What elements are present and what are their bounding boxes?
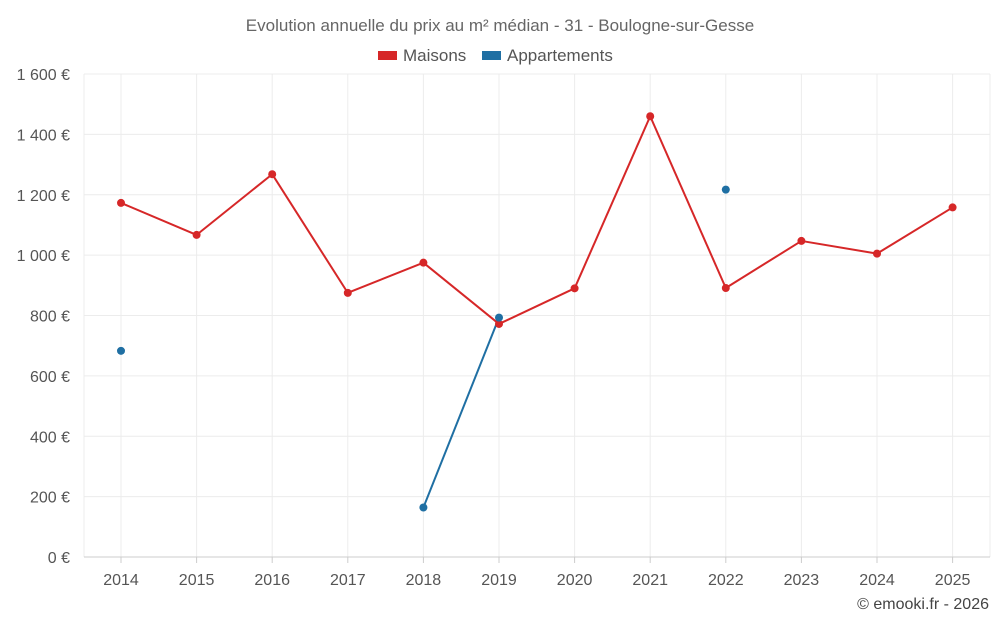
legend-label-appartements[interactable]: Appartements bbox=[507, 46, 613, 65]
x-tick-label: 2018 bbox=[406, 572, 442, 589]
data-point-maisons[interactable] bbox=[797, 236, 806, 245]
x-tick-label: 2017 bbox=[330, 572, 366, 589]
legend-swatch-appartements bbox=[482, 51, 501, 60]
x-tick-label: 2024 bbox=[859, 572, 895, 589]
data-point-maisons[interactable] bbox=[117, 198, 125, 207]
data-point-maisons[interactable] bbox=[721, 284, 730, 293]
y-axis-ticks: 0 € 200 € 400 € 600 € 800 € 1 000 € 1 200 € 1 4… bbox=[17, 67, 70, 567]
series-points bbox=[117, 112, 957, 512]
data-point-maisons[interactable] bbox=[419, 258, 428, 267]
series-line-maisons bbox=[649, 115, 727, 289]
series-line-maisons bbox=[195, 173, 273, 236]
y-tick-label: 200 € bbox=[30, 490, 70, 507]
series-line-maisons bbox=[573, 115, 652, 289]
data-point-appartements[interactable] bbox=[495, 313, 503, 322]
x-tick-label: 2020 bbox=[557, 572, 593, 589]
data-point-appartements[interactable] bbox=[117, 346, 125, 355]
x-axis-ticks: 2014 2015 2016 2017 2018 2019 2020 2021 2022 2023… bbox=[103, 557, 970, 589]
y-tick-label: 0 € bbox=[48, 550, 70, 567]
series-line-maisons bbox=[801, 239, 878, 255]
y-tick-label: 400 € bbox=[30, 429, 70, 446]
data-point-maisons[interactable] bbox=[948, 203, 957, 212]
y-tick-label: 1 400 € bbox=[17, 127, 70, 144]
legend-label-maisons[interactable]: Maisons bbox=[403, 46, 466, 65]
data-point-maisons[interactable] bbox=[192, 230, 201, 239]
y-tick-label: 600 € bbox=[30, 369, 70, 386]
legend[interactable]: Maisons Appartements bbox=[378, 46, 613, 65]
x-tick-label: 2015 bbox=[179, 572, 215, 589]
y-tick-label: 1 600 € bbox=[17, 67, 70, 84]
data-point-appartements[interactable] bbox=[721, 185, 730, 194]
data-point-appartements[interactable] bbox=[419, 503, 428, 512]
x-tick-label: 2016 bbox=[254, 572, 290, 589]
data-point-maisons[interactable] bbox=[646, 112, 655, 121]
credit-text: © emooki.fr - 2026 bbox=[857, 596, 989, 613]
x-tick-label: 2025 bbox=[935, 572, 971, 589]
vertical-gridlines bbox=[83, 74, 991, 557]
series-line-maisons bbox=[422, 261, 500, 325]
data-point-maisons[interactable] bbox=[495, 319, 503, 328]
series-line-appartements bbox=[422, 317, 500, 508]
x-tick-label: 2014 bbox=[103, 572, 139, 589]
series-line-maisons bbox=[725, 240, 802, 289]
y-tick-label: 1 200 € bbox=[17, 188, 70, 205]
x-tick-label: 2021 bbox=[632, 572, 668, 589]
data-point-maisons[interactable] bbox=[570, 284, 579, 293]
x-tick-label: 2023 bbox=[784, 572, 820, 589]
chart-title: Evolution annuelle du prix au m² médian … bbox=[246, 16, 754, 35]
series-line-maisons bbox=[120, 201, 197, 236]
series-line-maisons bbox=[347, 261, 424, 294]
x-tick-label: 2019 bbox=[481, 572, 517, 589]
series-line-maisons bbox=[271, 173, 349, 294]
data-point-maisons[interactable] bbox=[873, 249, 881, 258]
series-line-maisons bbox=[498, 287, 576, 325]
series-lines bbox=[120, 115, 954, 508]
data-point-maisons[interactable] bbox=[343, 288, 352, 297]
y-tick-label: 1 000 € bbox=[17, 248, 70, 265]
y-tick-label: 800 € bbox=[30, 309, 70, 326]
data-point-maisons[interactable] bbox=[268, 170, 277, 179]
x-tick-label: 2022 bbox=[708, 572, 744, 589]
legend-swatch-maisons bbox=[378, 51, 397, 60]
horizontal-gridlines bbox=[84, 73, 990, 498]
series-line-maisons bbox=[876, 206, 954, 255]
